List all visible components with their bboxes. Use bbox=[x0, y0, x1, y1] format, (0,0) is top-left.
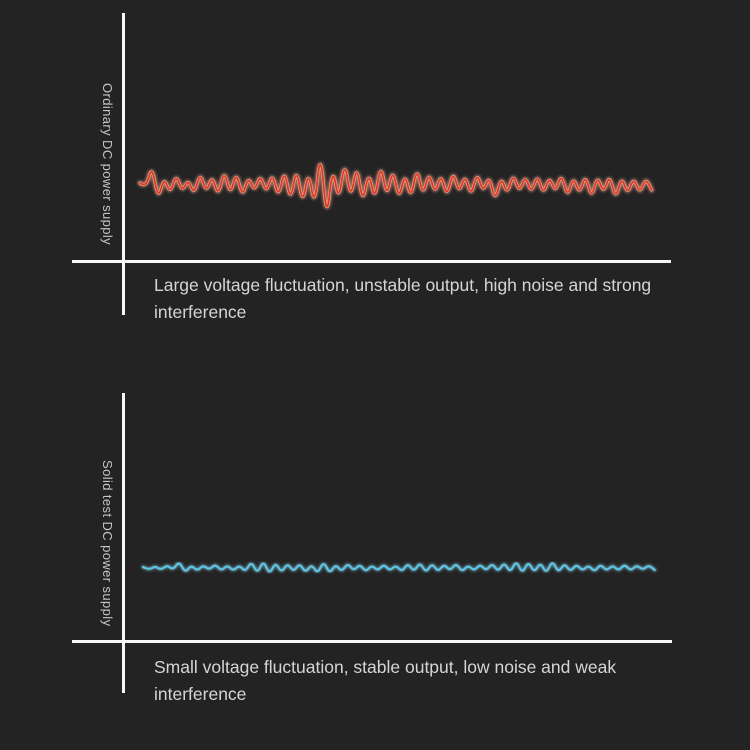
y-axis-line-solid-test bbox=[122, 393, 125, 693]
x-axis-line-solid-test bbox=[72, 640, 672, 643]
y-axis-label-solid-test: Solid test DC power supply bbox=[100, 459, 115, 627]
caption-ordinary: Large voltage fluctuation, unstable outp… bbox=[154, 275, 652, 322]
y-axis-line-ordinary bbox=[122, 13, 125, 315]
x-axis-line-ordinary bbox=[72, 260, 671, 263]
y-axis-label-ordinary: Ordinary DC power supply bbox=[100, 82, 115, 246]
caption-solid-test: Small voltage fluctuation, stable output… bbox=[154, 657, 617, 704]
